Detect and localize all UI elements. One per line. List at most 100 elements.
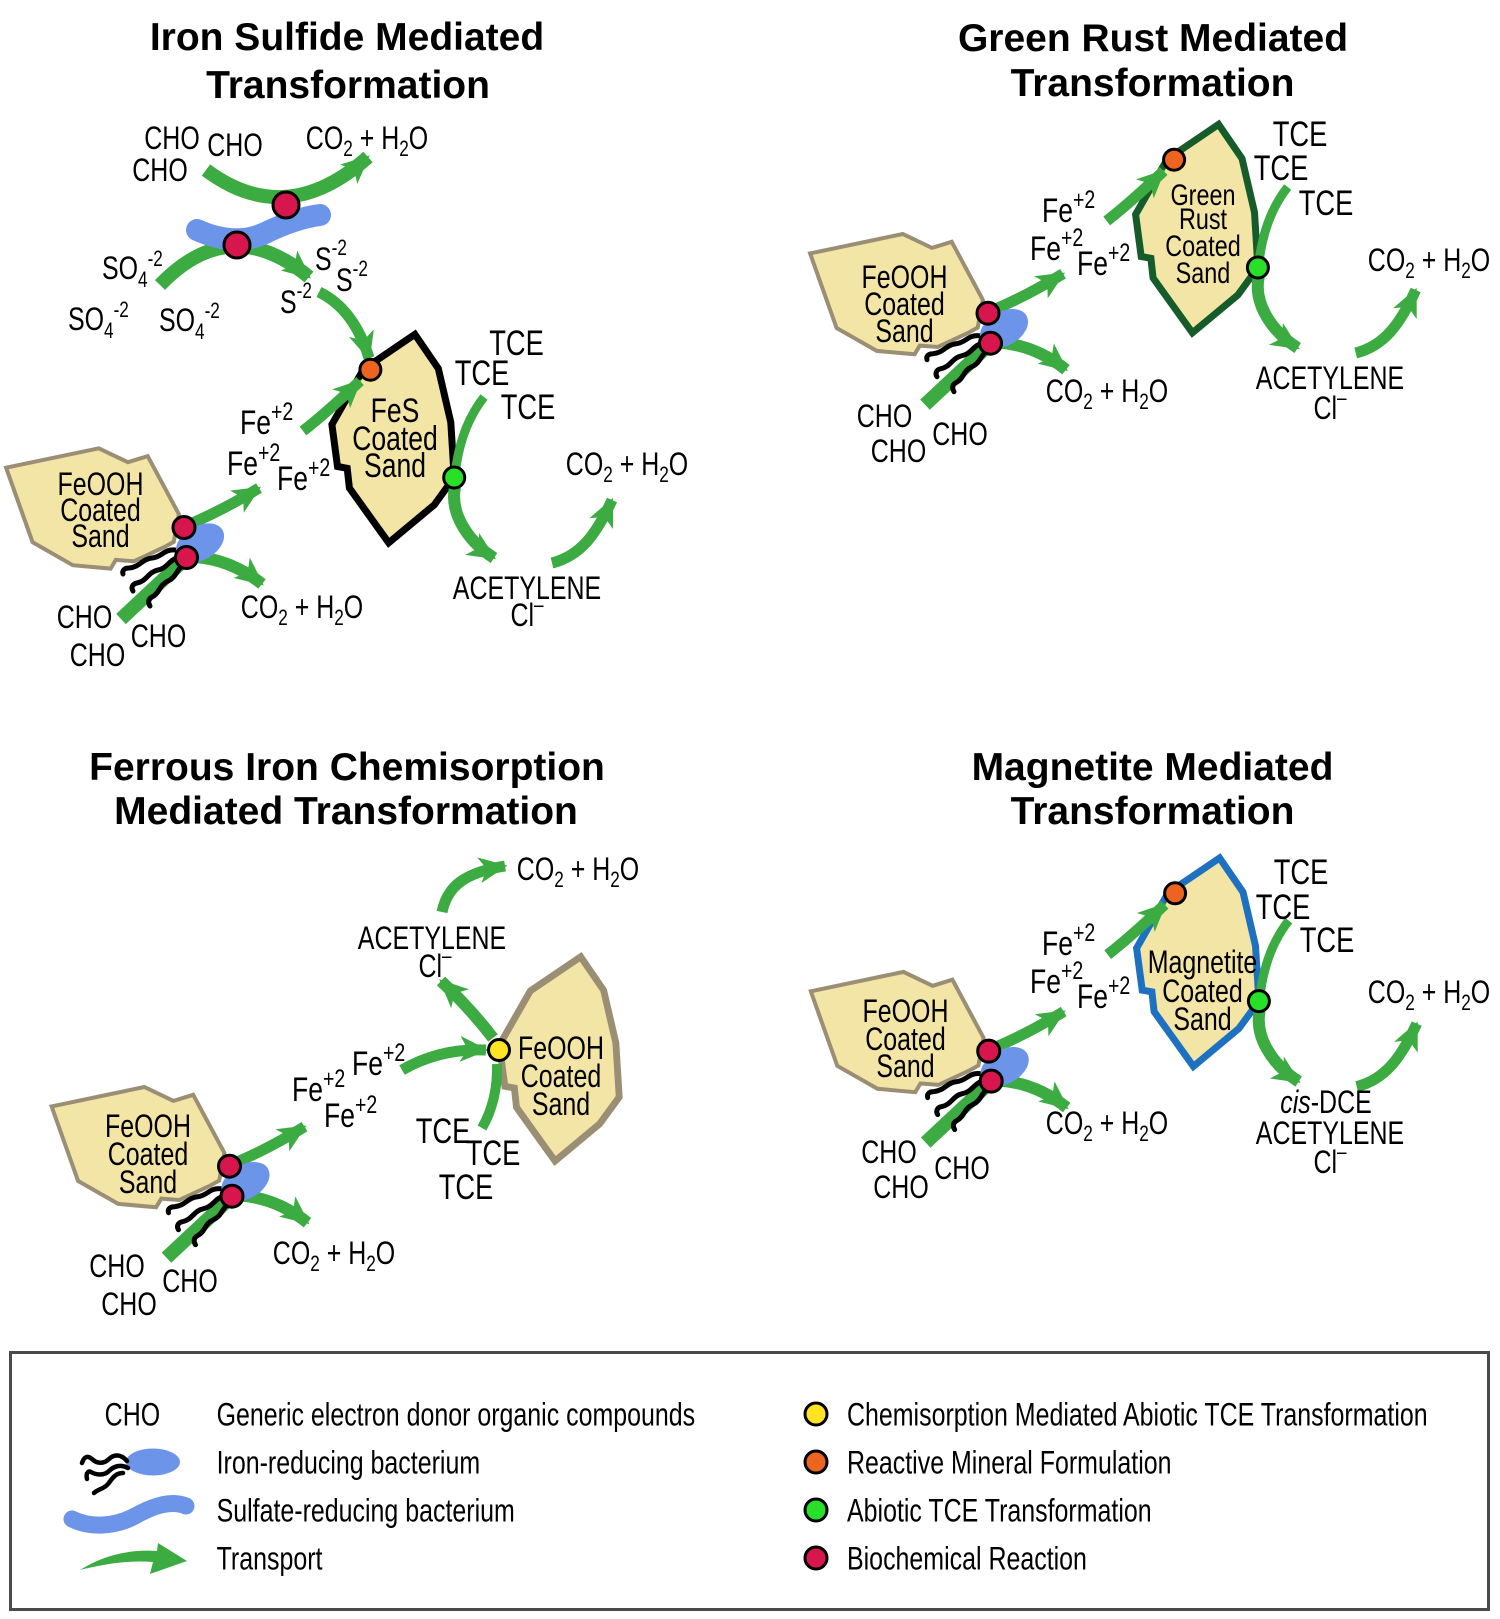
svg-text:Fe+2: Fe+2 xyxy=(277,454,330,498)
svg-text:Magnetite: Magnetite xyxy=(1148,945,1258,981)
svg-text:Abiotic TCE Transformation: Abiotic TCE Transformation xyxy=(847,1494,1152,1530)
svg-text:Iron Sulfide Mediated: Iron Sulfide Mediated xyxy=(150,16,544,59)
svg-text:CHO: CHO xyxy=(871,434,926,470)
svg-text:CO2 + H2O: CO2 + H2O xyxy=(1368,975,1490,1015)
svg-text:Coated: Coated xyxy=(108,1137,188,1173)
svg-text:CHO: CHO xyxy=(105,1398,160,1434)
svg-text:Sand: Sand xyxy=(876,1049,934,1085)
svg-text:Green: Green xyxy=(1170,178,1235,211)
svg-text:CHO: CHO xyxy=(207,128,262,164)
svg-text:Coated: Coated xyxy=(864,287,944,323)
svg-text:Coated: Coated xyxy=(1162,974,1242,1010)
svg-text:Coated: Coated xyxy=(1165,229,1240,262)
svg-text:CO2 + H2O: CO2 + H2O xyxy=(566,447,688,487)
svg-text:TCE: TCE xyxy=(1273,115,1328,154)
svg-text:Fe+2: Fe+2 xyxy=(1077,972,1130,1016)
svg-text:SO4-2: SO4-2 xyxy=(102,247,163,293)
svg-text:FeS: FeS xyxy=(371,392,420,430)
svg-text:TCE: TCE xyxy=(1256,888,1311,927)
svg-text:TCE: TCE xyxy=(1274,853,1329,892)
svg-text:CHO: CHO xyxy=(89,1249,144,1285)
svg-text:CO2 + H2O: CO2 + H2O xyxy=(273,1236,395,1276)
svg-text:TCE: TCE xyxy=(1254,149,1309,188)
svg-text:CHO: CHO xyxy=(101,1287,156,1323)
svg-text:CHO: CHO xyxy=(144,121,199,157)
svg-text:Sand: Sand xyxy=(71,519,129,555)
svg-text:Ferrous Iron Chemisorption: Ferrous Iron Chemisorption xyxy=(89,746,605,789)
svg-text:Fe+2: Fe+2 xyxy=(240,398,293,442)
svg-text:Sand: Sand xyxy=(1173,1002,1231,1038)
svg-text:Cl–: Cl– xyxy=(510,593,543,634)
svg-text:Transformation: Transformation xyxy=(1011,62,1295,105)
svg-text:CHO: CHO xyxy=(70,638,125,674)
svg-text:Coated: Coated xyxy=(60,493,140,529)
svg-text:S-2: S-2 xyxy=(280,279,312,321)
svg-text:FeOOH: FeOOH xyxy=(105,1109,191,1145)
svg-text:Transformation: Transformation xyxy=(206,64,490,107)
svg-text:Reactive Mineral Formulation: Reactive Mineral Formulation xyxy=(847,1446,1171,1482)
svg-text:Biochemical Reaction: Biochemical Reaction xyxy=(847,1542,1087,1578)
svg-text:CHO: CHO xyxy=(131,619,186,655)
svg-text:SO4-2: SO4-2 xyxy=(68,298,129,344)
svg-text:TCE: TCE xyxy=(489,324,544,363)
svg-text:SO4-2: SO4-2 xyxy=(159,299,220,345)
svg-text:Sulfate-reducing bacterium: Sulfate-reducing bacterium xyxy=(217,1494,515,1530)
svg-text:ACETYLENE: ACETYLENE xyxy=(1256,1116,1404,1152)
svg-text:CHO: CHO xyxy=(132,153,187,189)
svg-text:CHO: CHO xyxy=(162,1264,217,1300)
svg-text:Fe+2: Fe+2 xyxy=(1077,239,1130,283)
svg-text:FeOOH: FeOOH xyxy=(862,260,948,296)
svg-text:Generic electron donor organic: Generic electron donor organic compounds xyxy=(217,1398,696,1434)
svg-text:TCE: TCE xyxy=(416,1112,471,1151)
svg-text:CHO: CHO xyxy=(934,1151,989,1187)
svg-text:Mediated Transformation: Mediated Transformation xyxy=(114,790,578,833)
svg-text:Cl–: Cl– xyxy=(1313,386,1346,427)
svg-text:CO2 + H2O: CO2 + H2O xyxy=(306,121,428,161)
svg-text:Sand: Sand xyxy=(532,1087,590,1123)
svg-text:TCE: TCE xyxy=(1300,921,1355,960)
svg-text:FeOOH: FeOOH xyxy=(863,994,949,1030)
svg-text:CHO: CHO xyxy=(861,1135,916,1171)
svg-text:S-2: S-2 xyxy=(336,257,368,299)
svg-text:Fe+2: Fe+2 xyxy=(352,1039,405,1083)
svg-text:ACETYLENE: ACETYLENE xyxy=(1256,361,1404,397)
svg-text:TCE: TCE xyxy=(501,388,556,427)
svg-text:TCE: TCE xyxy=(1299,184,1354,223)
svg-text:ACETYLENE: ACETYLENE xyxy=(358,921,506,957)
svg-text:CO2 + H2O: CO2 + H2O xyxy=(1368,243,1490,283)
svg-text:Iron-reducing bacterium: Iron-reducing bacterium xyxy=(217,1446,481,1482)
svg-text:CHO: CHO xyxy=(873,1170,928,1206)
svg-text:S-2: S-2 xyxy=(315,236,347,278)
svg-text:Coated: Coated xyxy=(521,1059,601,1095)
svg-text:CO2 + H2O: CO2 + H2O xyxy=(241,590,363,630)
svg-text:FeOOH: FeOOH xyxy=(518,1031,604,1067)
svg-text:CHO: CHO xyxy=(857,399,912,435)
svg-text:Fe+2: Fe+2 xyxy=(324,1091,377,1135)
svg-text:ACETYLENE: ACETYLENE xyxy=(453,571,601,607)
svg-text:Transformation: Transformation xyxy=(1011,790,1295,833)
svg-text:TCE: TCE xyxy=(466,1134,521,1173)
svg-text:Fe+2: Fe+2 xyxy=(1030,224,1083,268)
svg-text:Sand: Sand xyxy=(119,1165,177,1201)
svg-text:TCE: TCE xyxy=(455,354,510,393)
svg-text:Fe+2: Fe+2 xyxy=(1030,957,1083,1001)
svg-text:Chemisorption Mediated Abiotic: Chemisorption Mediated Abiotic TCE Trans… xyxy=(847,1398,1428,1434)
svg-text:CHO: CHO xyxy=(57,600,112,636)
svg-text:Coated: Coated xyxy=(352,420,438,458)
svg-text:CO2 + H2O: CO2 + H2O xyxy=(517,852,639,892)
svg-text:TCE: TCE xyxy=(439,1168,494,1207)
svg-text:Sand: Sand xyxy=(364,447,426,485)
svg-text:Fe+2: Fe+2 xyxy=(227,439,280,483)
svg-text:Coated: Coated xyxy=(865,1022,945,1058)
svg-text:CO2 + H2O: CO2 + H2O xyxy=(1046,374,1168,414)
svg-text:Rust: Rust xyxy=(1179,202,1228,235)
svg-text:cis-DCE: cis-DCE xyxy=(1280,1085,1371,1121)
svg-text:Sand: Sand xyxy=(875,314,933,350)
svg-text:Green Rust Mediated: Green Rust Mediated xyxy=(958,17,1348,60)
svg-text:CHO: CHO xyxy=(932,417,987,453)
svg-text:Transport: Transport xyxy=(217,1542,323,1578)
svg-text:Cl–: Cl– xyxy=(1313,1140,1346,1181)
svg-text:CO2 + H2O: CO2 + H2O xyxy=(1046,1106,1168,1146)
svg-text:Magnetite Mediated: Magnetite Mediated xyxy=(972,746,1334,789)
svg-text:FeOOH: FeOOH xyxy=(58,467,144,503)
